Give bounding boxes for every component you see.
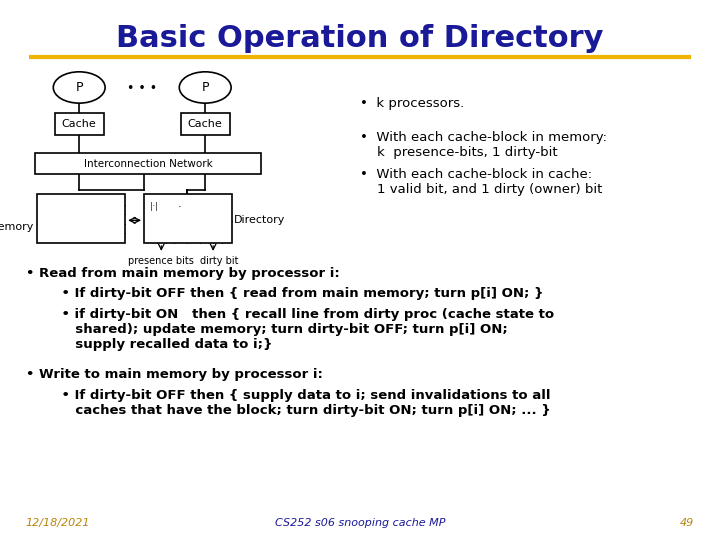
Text: • Write to main memory by processor i:: • Write to main memory by processor i: <box>26 368 323 381</box>
Text: Basic Operation of Directory: Basic Operation of Directory <box>116 24 604 53</box>
Text: • Read from main memory by processor i:: • Read from main memory by processor i: <box>26 267 340 280</box>
Bar <box>144 194 232 243</box>
Bar <box>35 153 261 174</box>
Text: 49: 49 <box>680 518 694 528</box>
Text: P: P <box>76 81 83 94</box>
Text: •  With each cache-block in cache:
    1 valid bit, and 1 dirty (owner) bit: • With each cache-block in cache: 1 vali… <box>360 168 603 197</box>
Text: Memory: Memory <box>0 222 35 232</box>
Text: |·|: |·| <box>150 202 158 211</box>
Bar <box>181 113 230 135</box>
Bar <box>55 113 104 135</box>
Text: • If dirty-bit OFF then { supply data to i; send invalidations to all
       cac: • If dirty-bit OFF then { supply data to… <box>43 389 551 417</box>
Text: • • •: • • • <box>127 82 157 95</box>
Text: dirty bit: dirty bit <box>200 256 239 267</box>
Text: • If dirty-bit OFF then { read from main memory; turn p[i] ON; }: • If dirty-bit OFF then { read from main… <box>43 287 544 300</box>
Bar <box>37 194 125 243</box>
Text: Directory: Directory <box>234 215 285 225</box>
Text: • if dirty-bit ON   then { recall line from dirty proc (cache state to
       sh: • if dirty-bit ON then { recall line fro… <box>43 308 554 351</box>
Ellipse shape <box>53 72 105 103</box>
Text: Cache: Cache <box>62 119 96 129</box>
Text: •  With each cache-block in memory:
    k  presence-bits, 1 dirty-bit: • With each cache-block in memory: k pre… <box>360 131 607 159</box>
Text: Interconnection Network: Interconnection Network <box>84 159 212 168</box>
Ellipse shape <box>179 72 231 103</box>
Text: Cache: Cache <box>188 119 222 129</box>
Text: 12/18/2021: 12/18/2021 <box>26 518 91 528</box>
Text: •  k processors.: • k processors. <box>360 97 464 110</box>
Text: CS252 s06 snooping cache MP: CS252 s06 snooping cache MP <box>275 518 445 528</box>
Text: P: P <box>202 81 209 94</box>
Text: presence bits: presence bits <box>128 256 194 267</box>
Text: ·: · <box>178 202 182 212</box>
